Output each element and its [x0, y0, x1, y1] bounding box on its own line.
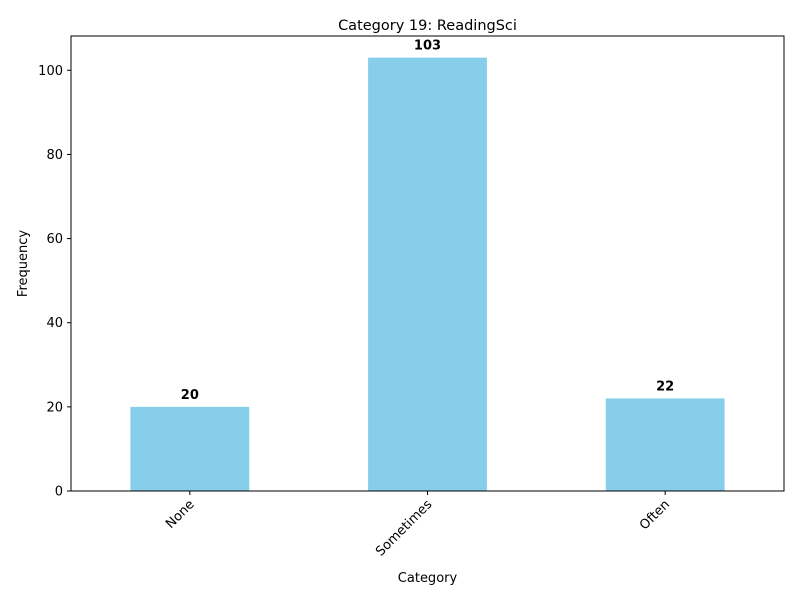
- data-label-sometimes: 103: [414, 39, 441, 54]
- y-tick-label: 60: [46, 232, 63, 247]
- bar-often: [606, 398, 725, 491]
- chart-title: Category 19: ReadingSci: [338, 18, 517, 34]
- y-tick-label: 80: [46, 148, 63, 163]
- y-tick-label: 0: [55, 485, 63, 500]
- y-axis-label: Frequency: [16, 230, 31, 297]
- data-label-often: 22: [656, 379, 674, 394]
- bar-none: [130, 407, 249, 491]
- x-axis-label: Category: [398, 571, 458, 586]
- data-label-none: 20: [181, 388, 199, 403]
- y-tick-label: 20: [46, 400, 63, 415]
- bar-sometimes: [368, 58, 487, 491]
- y-tick-label: 100: [38, 64, 63, 79]
- y-tick-label: 40: [46, 316, 63, 331]
